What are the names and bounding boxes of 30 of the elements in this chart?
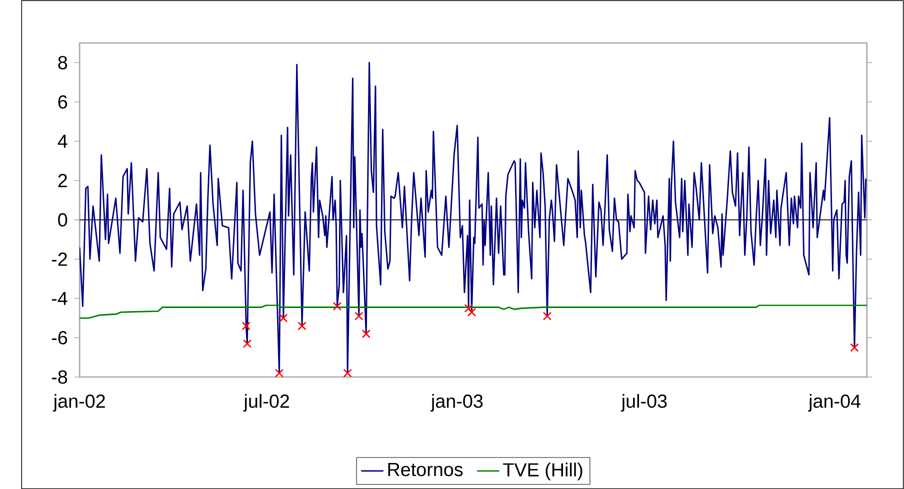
y-tick-label: -4 — [52, 292, 68, 305]
point — [279, 314, 288, 322]
point — [274, 368, 284, 378]
point — [542, 312, 552, 320]
x-tick-label: jan-03 — [430, 394, 483, 412]
x-tick-label: jul-03 — [620, 394, 667, 412]
point — [242, 339, 252, 348]
point — [850, 343, 859, 352]
point — [242, 321, 250, 330]
x-tick-label: jul-02 — [243, 394, 289, 412]
y-tick-label: -2 — [52, 252, 67, 266]
point — [464, 304, 473, 312]
y-tick-label: 8 — [58, 56, 68, 70]
y-tick-label: 2 — [58, 174, 67, 187]
point — [362, 329, 370, 338]
point — [343, 368, 352, 378]
point — [467, 308, 476, 316]
point — [354, 312, 364, 320]
legend-label: Retornos — [388, 462, 463, 476]
line-series — [80, 62, 867, 374]
legend-label: TVE (Hill) — [503, 462, 582, 480]
y-tick-label: 4 — [58, 134, 68, 148]
x-tick-label: jan-04 — [808, 394, 860, 412]
y-tick-label: 6 — [58, 95, 68, 108]
y-tick-label: 0 — [58, 212, 68, 226]
point — [298, 321, 306, 330]
y-tick-label: -8 — [52, 370, 68, 384]
point — [332, 302, 342, 310]
y-tick-label: -6 — [52, 330, 68, 344]
x-tick-label: jan-02 — [52, 394, 105, 412]
